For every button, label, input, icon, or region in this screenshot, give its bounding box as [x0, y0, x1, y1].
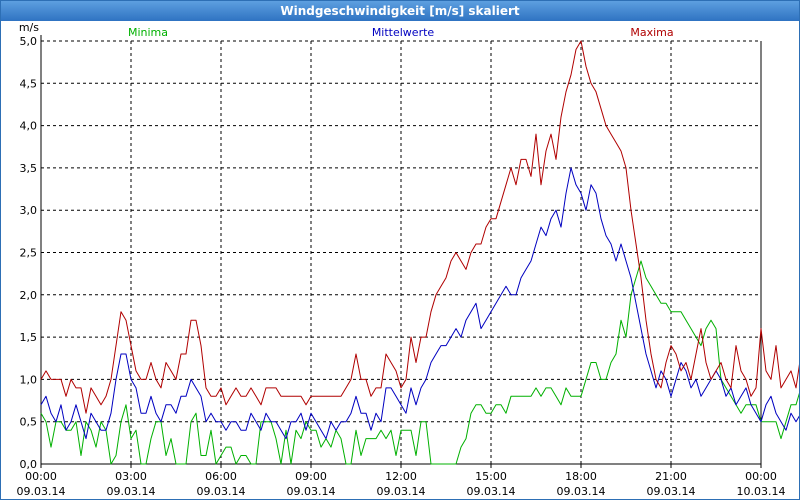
- legend: Minima Mittelwerte Maxima: [128, 26, 674, 39]
- x-tick-date: 09.03.14: [557, 485, 606, 498]
- y-tick-label: 3,0: [20, 204, 38, 217]
- grid-lines: [41, 40, 761, 464]
- x-tick-date: 10.03.14: [737, 485, 786, 498]
- x-tick-time: 12:00: [385, 470, 417, 483]
- x-tick-time: 00:00: [745, 470, 777, 483]
- x-tick-date: 09.03.14: [17, 485, 66, 498]
- x-tick-date: 09.03.14: [197, 485, 246, 498]
- legend-item-mittelwerte: Mittelwerte: [372, 26, 435, 39]
- y-tick-label: 5,0: [20, 35, 38, 48]
- wind-speed-chart: 0,0 0,5 1,0 1,5 2,0 2,5 3,0 3,5 4,0 4,5 5,0 00:00 09…: [17, 21, 799, 498]
- series-line-maxima: [40, 40, 799, 414]
- x-tick-time: 09:00: [295, 470, 327, 483]
- legend-item-maxima: Maxima: [630, 26, 673, 39]
- y-tick-label: 1,5: [20, 331, 38, 344]
- x-tick-time: 15:00: [475, 470, 507, 483]
- legend-item-minima: Minima: [128, 26, 168, 39]
- x-tick-time: 18:00: [565, 470, 597, 483]
- x-tick-date: 09.03.14: [647, 485, 696, 498]
- series-lines: [40, 40, 799, 465]
- y-tick-label: 2,0: [20, 289, 38, 302]
- axes: 0,0 0,5 1,0 1,5 2,0 2,5 3,0 3,5 4,0 4,5 5,0 00:00 09…: [17, 21, 786, 498]
- y-axis-unit-label: m/s: [19, 21, 39, 34]
- window-title: Windgeschwindigkeit [m/s] skaliert: [1, 1, 799, 21]
- y-tick-label: 2,5: [20, 247, 38, 260]
- y-tick-label: 1,0: [20, 373, 38, 386]
- y-tick-label: 0,5: [20, 416, 38, 429]
- x-tick-date: 09.03.14: [377, 485, 426, 498]
- series-line-minima: [40, 260, 799, 465]
- y-tick-label: 3,5: [20, 162, 38, 175]
- x-tick-time: 03:00: [115, 470, 147, 483]
- series-line-mittelwerte: [40, 167, 799, 440]
- x-tick-date: 09.03.14: [467, 485, 516, 498]
- x-tick-date: 09.03.14: [287, 485, 336, 498]
- x-tick-time: 21:00: [655, 470, 687, 483]
- y-tick-label: 4,0: [20, 120, 38, 133]
- x-tick-time: 06:00: [205, 470, 237, 483]
- y-tick-label: 4,5: [20, 77, 38, 90]
- x-tick-time: 00:00: [25, 470, 57, 483]
- x-tick-date: 09.03.14: [107, 485, 156, 498]
- y-tick-label: 0,0: [20, 458, 38, 471]
